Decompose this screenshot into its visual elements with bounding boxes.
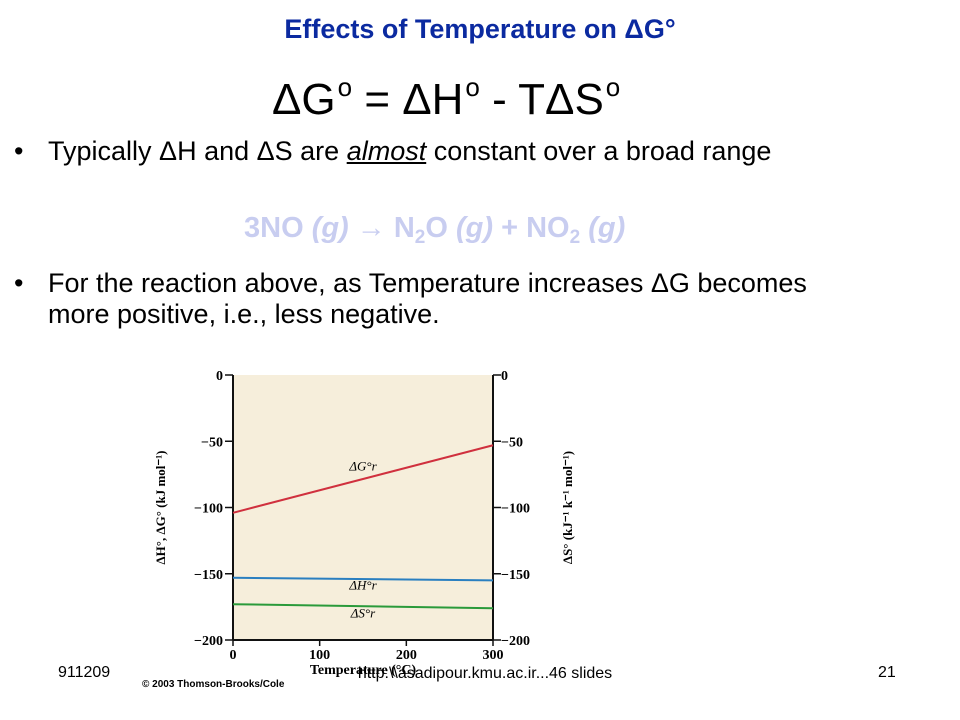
- reaction-equation: 3NO (g) → N2O (g) + NO2 (g): [244, 212, 625, 249]
- x-tick-label: 100: [309, 648, 330, 663]
- bullet-dot: •: [14, 136, 24, 166]
- bullet-temperature: • For the reaction above, as Temperature…: [14, 268, 864, 330]
- y-tick-label-right: −50: [501, 435, 523, 450]
- y-tick-label-right: 0: [501, 369, 508, 384]
- rx-phase: (g): [455, 212, 494, 244]
- y-tick-label-left: −200: [194, 634, 223, 649]
- y-tick-label-right: −200: [501, 634, 530, 649]
- eq-tds: - TΔS: [479, 75, 604, 124]
- eq-deg-1: o: [337, 72, 353, 102]
- rx-phase: (g): [311, 212, 349, 244]
- bullet1-emphasis: almost: [346, 136, 427, 166]
- bullet-text: Typically ΔH and ΔS are almost constant …: [48, 136, 864, 167]
- series-label-1: ΔH°r: [348, 578, 377, 593]
- copyright-notice: © 2003 Thomson-Brooks/Cole: [142, 679, 285, 690]
- slide-title: Effects of Temperature on ΔG°: [284, 14, 676, 44]
- thermo-chart: 0 0 −50 −50 −100 −100 −150 −150 −200 −200 0 100 200 3…: [140, 355, 590, 695]
- footer-slide-number: 21: [878, 664, 896, 681]
- bullet-dot: •: [14, 268, 24, 298]
- y-tick-label-left: 0: [216, 369, 223, 384]
- series-line-0: [232, 444, 494, 514]
- series-line-2: [232, 603, 494, 610]
- eq-deg-2: o: [465, 72, 480, 102]
- y-tick-label-left: −150: [194, 568, 223, 583]
- bullet-text: For the reaction above, as Temperature i…: [48, 268, 807, 329]
- series-line-1: [232, 576, 494, 582]
- y-tick-label-right: −150: [501, 568, 530, 583]
- rx-part: → N: [348, 212, 415, 244]
- plot-background: [233, 375, 493, 640]
- rx-phase: (g): [588, 212, 626, 244]
- bullet1-after: constant over a broad range: [426, 136, 772, 166]
- bullet-constant: • Typically ΔH and ΔS are almost constan…: [14, 136, 864, 167]
- x-tick-label: 200: [396, 648, 417, 663]
- x-tick-label: 300: [483, 648, 504, 663]
- footer-date: 911209: [58, 664, 111, 681]
- x-tick-label: 0: [230, 648, 237, 663]
- eq-dg: ΔG: [272, 75, 336, 124]
- rx-part: O: [425, 212, 456, 244]
- bullet1-before: Typically ΔH and ΔS are: [48, 136, 347, 166]
- y-axis-label-right: ΔS° (kJ⁻¹ k⁻¹ mol⁻¹): [560, 451, 575, 564]
- eq-dh: = ΔH: [352, 75, 464, 124]
- series-label-2: ΔS°r: [350, 605, 376, 620]
- rx-part: 3NO: [244, 212, 312, 244]
- series-label-0: ΔG°r: [348, 458, 377, 473]
- rx-part: [580, 212, 588, 244]
- rx-sub: 2: [414, 227, 426, 248]
- gibbs-equation: ΔGo = ΔHo - TΔSo: [272, 72, 620, 125]
- y-tick-label-right: −100: [501, 502, 530, 517]
- y-tick-label-left: −50: [201, 435, 223, 450]
- y-axis-label-left: ΔH°, ΔG° (kJ mol⁻¹): [153, 450, 168, 564]
- eq-deg-3: o: [605, 72, 621, 102]
- y-tick-label-left: −100: [194, 502, 223, 517]
- x-axis-label: Temperature (°C): [310, 663, 417, 678]
- rx-part: + NO: [493, 212, 570, 244]
- thermo-chart-svg: 0 0 −50 −50 −100 −100 −150 −150 −200 −200 0 100 200 3…: [142, 369, 575, 690]
- rx-sub: 2: [569, 227, 581, 248]
- footer-source: http:\\asadipour.kmu.ac.ir...46 slides: [357, 665, 613, 682]
